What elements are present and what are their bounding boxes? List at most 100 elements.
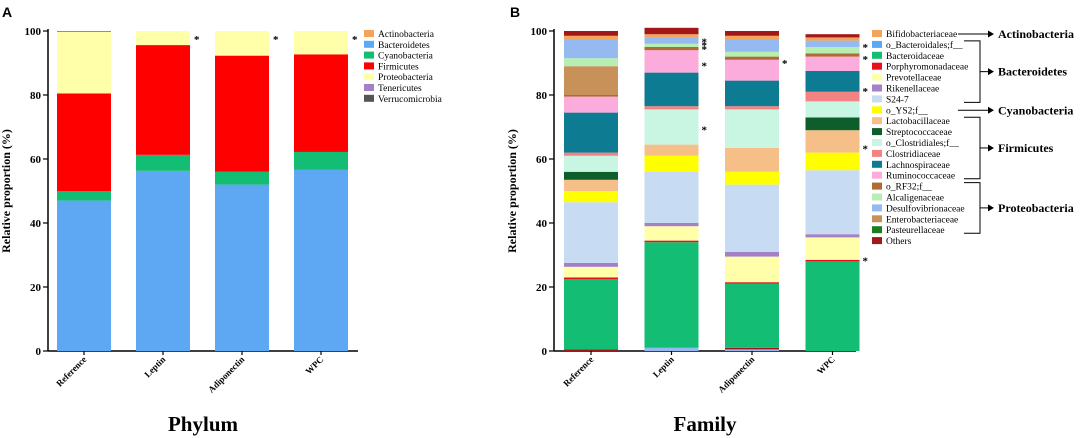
b-legend-swatch-o-ys2-f bbox=[872, 106, 882, 114]
a-bar-adiponectin-cyanobacteria bbox=[215, 171, 269, 185]
a-bar-wpc-cyanobacteria bbox=[294, 151, 348, 170]
a-bar-leptin-bacteroidetes bbox=[136, 170, 190, 351]
b-legend-label-s24-7: S24-7 bbox=[886, 95, 909, 105]
b-legend-swatch-porphyromonadaceae bbox=[872, 62, 882, 70]
b-bar-wpc-alcaligenaceae bbox=[805, 47, 860, 54]
b-panel-letter: B bbox=[510, 4, 520, 20]
b-group-bracket-proteobacteria bbox=[964, 182, 981, 234]
b-bar-leptin-s24-7 bbox=[644, 171, 699, 223]
a-bar-reference-cyanobacteria bbox=[57, 191, 111, 201]
a-bar-reference-proteobacteria bbox=[57, 31, 111, 94]
b-significance-wpc: * bbox=[863, 54, 869, 66]
a-bar-leptin-firmicutes bbox=[136, 45, 190, 155]
b-legend-label-o-ys2-f: o_YS2;f__ bbox=[886, 105, 928, 116]
b-bar-reference-clostridiaceae bbox=[564, 152, 618, 156]
a-bar-leptin-cyanobacteria bbox=[136, 154, 190, 171]
b-legend-label-enterobacteriaceae: Enterobacteriaceae bbox=[886, 215, 958, 225]
b-legend-label-o-bacteroidales-f: o_Bacteroidales;f__ bbox=[886, 40, 963, 51]
b-x-axis-title: Family bbox=[674, 412, 737, 436]
b-y-tick-label: 60 bbox=[536, 154, 548, 166]
b-significance-wpc: * bbox=[863, 86, 869, 98]
b-bar-adiponectin-ruminococcaceae bbox=[725, 59, 779, 81]
b-legend-swatch-rikenellaceae bbox=[872, 84, 882, 92]
b-bar-reference-bifidobacteriaceae bbox=[564, 35, 618, 39]
b-group-label-actinobacteria: Actinobacteria bbox=[998, 27, 1074, 41]
a-x-tick-label-reference: Reference bbox=[54, 354, 88, 388]
b-bar-leptin-o-rf32-f bbox=[644, 47, 699, 51]
b-bar-wpc-s24-7 bbox=[805, 170, 860, 235]
b-bar-wpc-streptococcaceae bbox=[805, 117, 860, 131]
a-y-tick-label: 40 bbox=[30, 218, 42, 230]
b-bar-leptin-o-clostridiales-f bbox=[644, 109, 699, 145]
b-bar-leptin-rikenellaceae bbox=[644, 223, 699, 227]
a-legend-swatch-tenericutes bbox=[364, 84, 374, 91]
b-bar-adiponectin-o-ys2-f bbox=[725, 171, 779, 185]
a-significance-leptin: * bbox=[194, 34, 200, 46]
b-significance-wpc: * bbox=[863, 42, 869, 54]
b-bar-leptin-lactobacillaceae bbox=[644, 144, 699, 156]
a-y-tick-label: 0 bbox=[36, 346, 42, 358]
b-group-arrowhead-proteobacteria bbox=[988, 204, 994, 212]
a-x-tick-label-leptin: Leptin bbox=[142, 354, 167, 379]
b-legend-swatch-o-clostridiales-f bbox=[872, 139, 882, 146]
a-significance-adiponectin: * bbox=[273, 34, 279, 46]
a-y-tick-label: 60 bbox=[30, 154, 42, 166]
b-bar-wpc-prevotellaceae bbox=[805, 237, 860, 260]
b-bar-wpc-o-clostridiales-f bbox=[805, 101, 860, 118]
b-bar-reference-o-ys2-f bbox=[564, 191, 618, 203]
b-legend-swatch-enterobacteriaceae bbox=[872, 215, 882, 223]
b-legend-swatch-bifidobacteriaceae bbox=[872, 30, 882, 37]
b-bar-wpc-porphyromonadaceae bbox=[805, 259, 860, 262]
b-bar-adiponectin-desulfovibrionaceae bbox=[725, 349, 779, 351]
b-bar-wpc-desulfovibrionaceae bbox=[805, 40, 860, 47]
b-group-arrowhead-bacteroidetes bbox=[988, 68, 994, 76]
b-bar-reference-enterobacteriaceae bbox=[564, 66, 618, 95]
b-bar-reference-streptococcaceae bbox=[564, 171, 618, 180]
b-legend-swatch-o-bacteroidales-f bbox=[872, 40, 882, 48]
a-bar-reference-bacteroidetes bbox=[57, 200, 111, 351]
b-bar-reference-prevotellaceae bbox=[564, 266, 618, 278]
b-bar-wpc-bifidobacteriaceae bbox=[805, 37, 860, 41]
b-bar-adiponectin-o-rf32-f bbox=[725, 56, 779, 60]
a-legend-label-tenericutes: Tenericutes bbox=[378, 84, 422, 94]
b-significance-wpc: * bbox=[863, 144, 869, 156]
b-bar-wpc-others bbox=[805, 34, 860, 38]
a-legend-label-proteobacteria: Proteobacteria bbox=[378, 73, 434, 83]
b-bar-adiponectin-alcaligenaceae bbox=[725, 51, 779, 57]
b-group-label-proteobacteria: Proteobacteria bbox=[998, 201, 1074, 215]
b-significance-leptin: * bbox=[702, 124, 708, 136]
b-legend-swatch-streptococcaceae bbox=[872, 128, 882, 136]
b-bar-adiponectin-s24-7 bbox=[725, 184, 779, 252]
b-legend-label-ruminococcaceae: Ruminococcaceae bbox=[886, 172, 955, 182]
b-bar-wpc-o-ys2-f bbox=[805, 152, 860, 171]
b-bar-adiponectin-bifidobacteriaceae bbox=[725, 35, 779, 39]
b-significance-leptin: * bbox=[702, 40, 708, 52]
b-y-tick-label: 100 bbox=[531, 26, 548, 38]
a-bar-reference-firmicutes bbox=[57, 93, 111, 191]
a-legend-label-cyanobacteria: Cyanobacteria bbox=[378, 52, 434, 62]
a-y-tick-label: 80 bbox=[30, 90, 42, 102]
b-bar-reference-others bbox=[564, 349, 618, 351]
a-bar-reference-verrucomicrobia bbox=[57, 31, 111, 32]
b-bar-reference-porphyromonadaceae bbox=[564, 277, 618, 279]
b-y-tick-label: 80 bbox=[536, 90, 548, 102]
a-bar-adiponectin-bacteroidetes bbox=[215, 184, 269, 351]
b-significance-wpc: * bbox=[863, 256, 869, 268]
a-y-tick-label: 100 bbox=[25, 26, 42, 38]
a-legend-label-actinobacteria: Actinobacteria bbox=[378, 30, 435, 40]
b-y-tick-label: 0 bbox=[542, 346, 548, 358]
a-legend-swatch-bacteroidetes bbox=[364, 40, 374, 48]
a-legend-swatch-cyanobacteria bbox=[364, 51, 374, 59]
b-significance-adiponectin: * bbox=[782, 58, 788, 70]
a-significance-wpc: * bbox=[352, 34, 358, 46]
b-x-tick-label-leptin: Leptin bbox=[651, 354, 676, 379]
b-x-tick-label-adiponectin: Adiponectin bbox=[716, 354, 756, 394]
b-bar-adiponectin-lachnospiraceae bbox=[725, 80, 779, 107]
b-legend-label-others: Others bbox=[886, 237, 912, 247]
b-bar-reference-alcaligenaceae bbox=[564, 58, 618, 67]
a-x-axis-title: Phylum bbox=[168, 412, 239, 436]
b-legend-label-porphyromonadaceae: Porphyromonadaceae bbox=[886, 63, 968, 73]
a-legend-label-bacteroidetes: Bacteroidetes bbox=[378, 41, 430, 51]
b-legend-label-lachnospiraceae: Lachnospiraceae bbox=[886, 161, 950, 171]
b-legend-swatch-lactobacillaceae bbox=[872, 117, 882, 125]
